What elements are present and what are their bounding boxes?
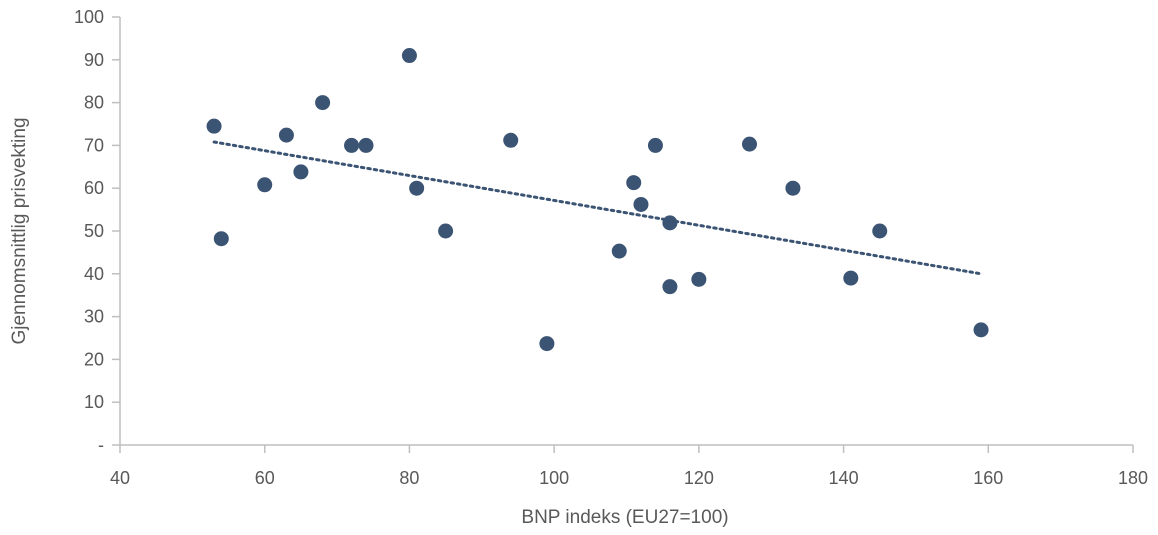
x-tick-label: 120 (684, 468, 714, 488)
data-point (662, 279, 678, 295)
axes (112, 16, 1134, 453)
data-point (785, 180, 801, 196)
x-tick-label: 180 (1118, 468, 1148, 488)
y-tick-label: 60 (84, 178, 104, 198)
y-axis-title: Gjennomsnittlig prisvekting (9, 117, 30, 344)
y-tick-label: 20 (84, 349, 104, 369)
data-point (503, 132, 519, 148)
data-point (973, 322, 989, 338)
data-point (409, 180, 425, 196)
data-point (691, 271, 707, 287)
data-point (438, 223, 454, 239)
data-point (843, 270, 859, 286)
x-tick-label: 140 (829, 468, 859, 488)
data-point (611, 243, 627, 259)
x-tick-label: 80 (399, 468, 419, 488)
x-tick-label: 60 (255, 468, 275, 488)
data-point (278, 127, 294, 143)
y-tick-label: 70 (84, 135, 104, 155)
y-tick-label: 80 (84, 93, 104, 113)
data-point (872, 223, 888, 239)
y-tick-label: 40 (84, 264, 104, 284)
y-tick-label: - (98, 435, 104, 455)
data-point (206, 118, 222, 134)
x-tick-label: 160 (973, 468, 1003, 488)
data-point (647, 137, 663, 153)
data-point (742, 136, 758, 152)
data-point (315, 95, 331, 111)
data-point (626, 175, 642, 191)
data-point (539, 336, 555, 352)
tick-labels: - 10 20 30 40 50 60 70 80 90 100 40 60 80 100 120 140 160… (74, 7, 1148, 488)
y-tick-label: 50 (84, 221, 104, 241)
trendline (212, 140, 983, 276)
x-tick-label: 100 (539, 468, 569, 488)
data-point (213, 231, 229, 247)
y-tick-label: 100 (74, 7, 104, 27)
data-point (358, 137, 374, 153)
y-tick-label: 90 (84, 50, 104, 70)
data-point (344, 137, 360, 153)
y-tick-label: 10 (84, 392, 104, 412)
data-points (206, 48, 989, 352)
x-axis-title: BNP indeks (EU27=100) (521, 507, 728, 528)
data-point (633, 196, 649, 212)
data-point (293, 164, 309, 180)
x-tick-label: 40 (110, 468, 130, 488)
y-tick-label: 30 (84, 307, 104, 327)
data-point (257, 177, 273, 193)
trendline-layer (212, 140, 983, 276)
data-point (401, 48, 417, 64)
data-point (662, 215, 678, 231)
